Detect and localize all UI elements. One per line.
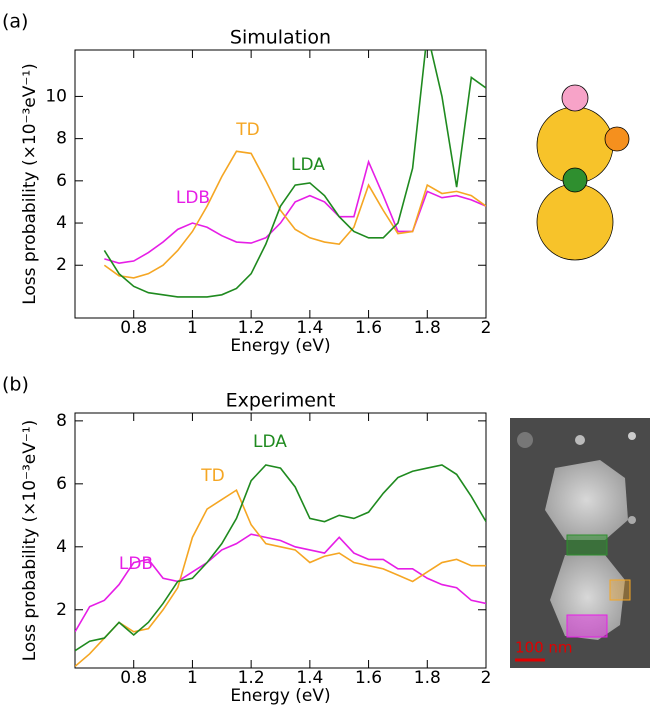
region-box xyxy=(566,534,608,556)
series-line xyxy=(104,159,486,264)
y-tick-label: 4 xyxy=(56,537,67,557)
plot-lines xyxy=(75,464,486,668)
y-axis-label: Loss probability (×10⁻³eV⁻¹) xyxy=(20,420,40,662)
series-label: LDB xyxy=(119,554,153,574)
series-label: TD xyxy=(235,120,259,140)
plot-frame xyxy=(74,49,487,319)
series-label: TD xyxy=(200,466,224,486)
series-label: LDB xyxy=(176,188,210,208)
particle xyxy=(562,167,588,193)
chart-title: Simulation xyxy=(230,27,331,49)
x-tick-label: 1.2 xyxy=(238,318,265,338)
x-tick-label: 1.6 xyxy=(355,318,382,338)
particle xyxy=(536,183,614,261)
particle-image xyxy=(550,555,625,640)
x-axis-label: Energy (eV) xyxy=(230,686,330,706)
x-tick-label: 2 xyxy=(481,668,492,688)
x-tick-label: 0.8 xyxy=(120,668,147,688)
x-tick-label: 1.6 xyxy=(355,668,382,688)
y-axis-label: Loss probability (×10⁻³eV⁻¹) xyxy=(20,63,40,305)
series-line xyxy=(103,50,486,298)
region-box xyxy=(566,614,608,638)
x-tick-label: 1.8 xyxy=(414,318,441,338)
scale-bar-label: 100 nm xyxy=(515,639,573,657)
particle-diagram xyxy=(536,84,630,261)
speckle xyxy=(575,435,585,445)
plot-lines xyxy=(103,50,486,298)
speckle xyxy=(628,432,636,440)
x-tick-label: 2 xyxy=(481,318,492,338)
x-axis-label: Energy (eV) xyxy=(230,336,330,356)
region-box xyxy=(609,579,631,601)
panel-label: (a) xyxy=(2,11,28,33)
y-tick-label: 8 xyxy=(56,411,67,431)
x-tick-label: 0.8 xyxy=(120,318,147,338)
micrograph: 100 nm xyxy=(510,418,650,668)
x-tick-label: 1.4 xyxy=(296,668,323,688)
y-tick-label: 2 xyxy=(56,600,67,620)
series-label: LDA xyxy=(291,155,325,175)
y-tick-label: 6 xyxy=(56,474,67,494)
y-tick-label: 2 xyxy=(56,255,67,275)
plot-frame xyxy=(74,412,487,669)
y-tick-label: 10 xyxy=(45,86,67,106)
y-tick-label: 6 xyxy=(56,171,67,191)
panel-label: (b) xyxy=(2,374,29,396)
chart-title: Experiment xyxy=(226,390,336,412)
speckle xyxy=(628,516,636,524)
series-line xyxy=(75,464,486,652)
x-tick-label: 1.4 xyxy=(296,318,323,338)
series-label: LDA xyxy=(253,432,287,452)
x-tick-label: 1.2 xyxy=(238,668,265,688)
speckle xyxy=(517,432,533,448)
x-tick-label: 1 xyxy=(187,668,198,688)
series-line xyxy=(75,488,486,668)
particle-image xyxy=(545,460,628,540)
y-tick-label: 8 xyxy=(56,129,67,149)
x-tick-label: 1 xyxy=(187,318,198,338)
particle xyxy=(604,126,630,152)
x-tick-label: 1.8 xyxy=(414,668,441,688)
series-line xyxy=(103,150,486,279)
y-tick-label: 4 xyxy=(56,213,67,233)
particle xyxy=(561,84,589,112)
series-line xyxy=(75,533,486,633)
